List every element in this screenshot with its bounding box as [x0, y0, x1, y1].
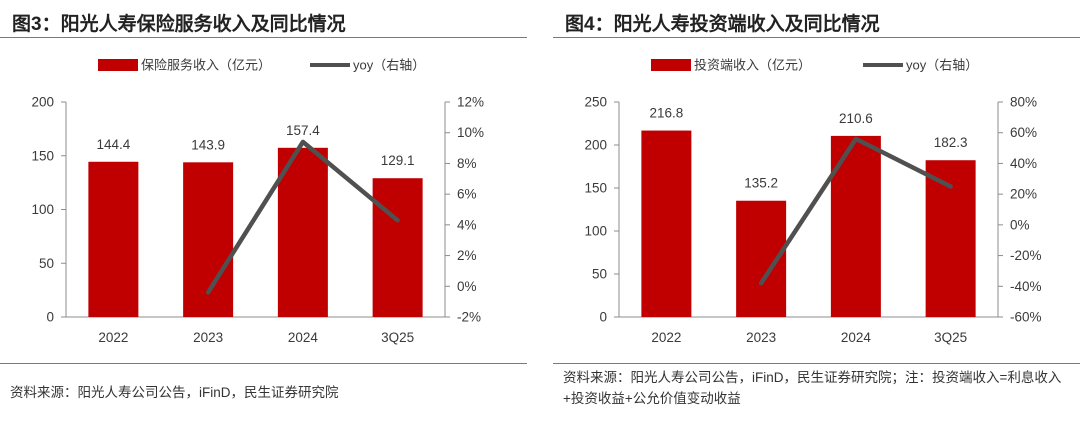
- legend-bar-label: 投资端收入（亿元）: [694, 58, 811, 73]
- left-tick-label: 50: [39, 256, 54, 271]
- source-rule: [553, 363, 1080, 364]
- legend-bar-swatch: [651, 59, 691, 71]
- chart-1-svg: 保险服务收入（亿元） yoy（右轴） 0 50 100 150 200 -2% 0% 2% 4% 6%…: [31, 58, 484, 346]
- bar: [372, 178, 423, 317]
- source-rule: [0, 363, 527, 364]
- right-tick-label: 60%: [1010, 125, 1037, 140]
- left-tick-label: 200: [584, 138, 607, 153]
- title-rule: [0, 37, 527, 38]
- legend-line-label: yoy（右轴）: [353, 58, 425, 73]
- left-tick-label: 100: [31, 202, 54, 217]
- right-tick-label: 0%: [1010, 217, 1030, 232]
- right-tick-label: -20%: [1010, 248, 1042, 263]
- x-tick-label: 3Q25: [934, 330, 967, 345]
- right-tick-label: 12%: [457, 95, 484, 110]
- bar-value-label: 144.4: [96, 137, 130, 152]
- bar: [277, 147, 328, 317]
- x-tick-label: 2023: [193, 330, 223, 345]
- right-tick-label: 2%: [457, 248, 477, 263]
- chart-title: 图4：阳光人寿投资端收入及同比情况: [565, 14, 880, 35]
- legend-bar-swatch: [98, 59, 138, 71]
- bar-value-label: 182.3: [934, 135, 968, 150]
- title-rule: [553, 37, 1080, 38]
- right-tick-label: 20%: [1010, 187, 1037, 202]
- bar: [925, 160, 976, 317]
- x-tick-label: 3Q25: [381, 330, 414, 345]
- x-tick-label: 2024: [841, 330, 872, 345]
- left-tick-label: 100: [584, 224, 607, 239]
- left-tick-label: 0: [599, 310, 607, 325]
- right-tick-label: -60%: [1010, 310, 1042, 325]
- bar: [641, 130, 692, 317]
- right-tick-label: 80%: [1010, 95, 1037, 110]
- chart-panel-2: 图4：阳光人寿投资端收入及同比情况 投资端收入（亿元） yoy（右轴） 0 50 100…: [553, 0, 1080, 431]
- bar-value-label: 157.4: [286, 123, 320, 138]
- bar: [88, 161, 139, 317]
- left-tick-label: 150: [31, 148, 54, 163]
- x-tick-label: 2022: [98, 330, 128, 345]
- chart-title: 图3：阳光人寿保险服务收入及同比情况: [12, 14, 346, 35]
- bar-value-label: 135.2: [744, 176, 778, 191]
- right-tick-label: 6%: [457, 187, 477, 202]
- left-tick-label: 250: [584, 95, 607, 110]
- bar-value-label: 129.1: [381, 153, 415, 168]
- bar-value-label: 143.9: [191, 137, 225, 152]
- right-tick-label: -2%: [457, 310, 481, 325]
- x-tick-label: 2024: [288, 330, 319, 345]
- x-tick-label: 2022: [651, 330, 681, 345]
- right-tick-label: 40%: [1010, 156, 1037, 171]
- right-tick-label: -40%: [1010, 279, 1042, 294]
- left-axis: 0 50 100 150 200 250: [584, 95, 620, 325]
- yoy-line: [205, 139, 400, 295]
- legend: 投资端收入（亿元） yoy（右轴）: [651, 58, 978, 73]
- source-note: 资料来源：阳光人寿公司公告，iFinD，民生证券研究院: [10, 385, 339, 400]
- bar-value-label: 216.8: [649, 106, 683, 121]
- right-axis: -2% 0% 2% 4% 6% 8% 10% 12%: [444, 95, 484, 325]
- chart-panel-1: 图3：阳光人寿保险服务收入及同比情况 保险服务收入（亿元） yoy（右轴） 0 50 1…: [0, 0, 527, 431]
- right-tick-label: 0%: [457, 279, 477, 294]
- bar-value-label: 210.6: [839, 111, 873, 126]
- right-tick-label: 4%: [457, 217, 477, 232]
- x-tick-label: 2023: [746, 330, 776, 345]
- legend-bar-label: 保险服务收入（亿元）: [141, 58, 271, 73]
- left-tick-label: 150: [584, 181, 607, 196]
- right-tick-label: 10%: [457, 125, 484, 140]
- legend-line-label: yoy（右轴）: [906, 58, 978, 73]
- left-tick-label: 0: [46, 310, 54, 325]
- left-tick-label: 200: [31, 95, 54, 110]
- source-note: 资料来源：阳光人寿公司公告，iFinD，民生证券研究院；注：投资端收入=利息收入…: [563, 370, 1062, 406]
- left-tick-label: 50: [592, 267, 607, 282]
- legend: 保险服务收入（亿元） yoy（右轴）: [98, 58, 425, 73]
- right-tick-label: 8%: [457, 156, 477, 171]
- right-axis: -60% -40% -20% 0% 20% 40% 60% 80%: [997, 95, 1042, 325]
- yoy-line: [758, 136, 953, 286]
- left-axis: 0 50 100 150 200: [31, 95, 67, 325]
- chart-2-svg: 投资端收入（亿元） yoy（右轴）050100150200250-60%-40%-…: [584, 58, 1042, 346]
